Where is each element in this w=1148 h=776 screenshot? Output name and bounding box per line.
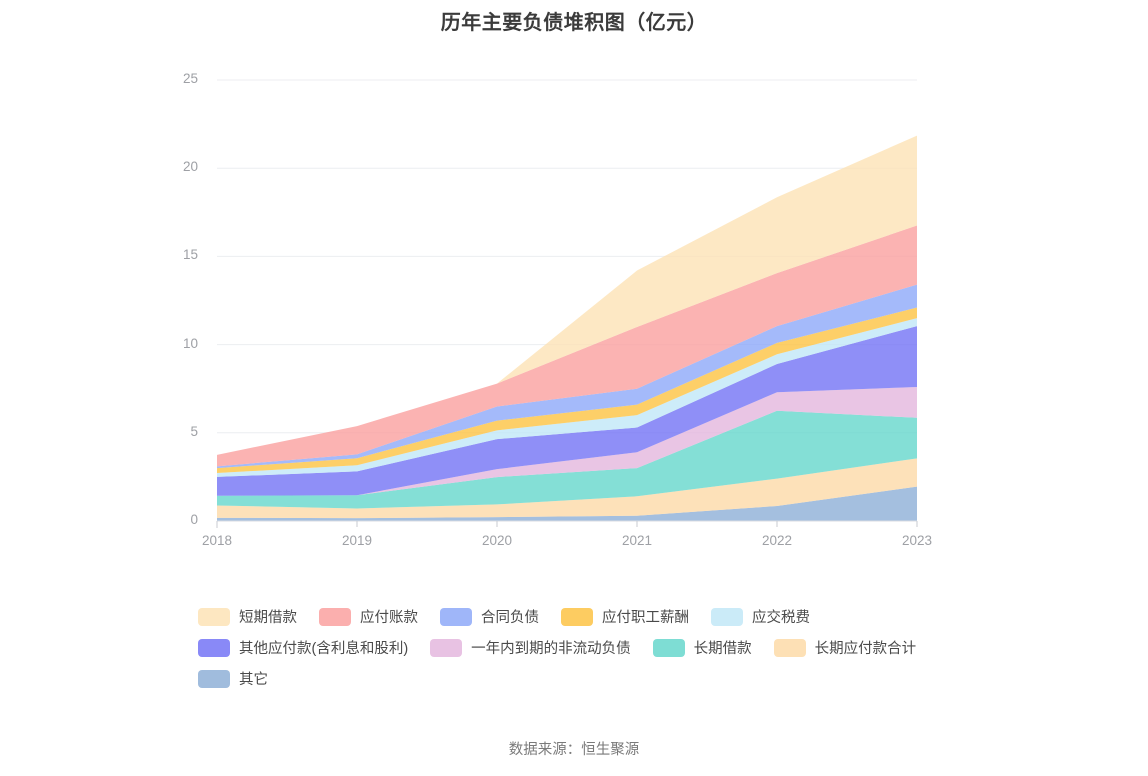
x-axis-tick-label: 2022 — [761, 533, 793, 548]
legend-item-合同负债[interactable]: 合同负债 — [440, 606, 539, 627]
legend-item-label: 短期借款 — [239, 610, 297, 626]
x-axis-tick-label: 2023 — [901, 533, 933, 548]
y-axis-tick-label: 0 — [190, 512, 198, 527]
y-axis-tick-label: 5 — [190, 423, 198, 439]
legend-item-label: 应交税费 — [752, 610, 810, 626]
stacked-area-svg — [216, 79, 918, 528]
legend-row: 其它 — [198, 668, 998, 689]
legend-row: 短期借款 应付账款 合同负债 应付职工薪酬 应交税费 — [198, 606, 998, 627]
legend-item-label: 一年内到期的非流动负债 — [471, 641, 631, 657]
area-series — [217, 135, 917, 455]
legend-swatch-icon — [430, 638, 463, 657]
y-axis-tick-label: 25 — [182, 71, 198, 86]
legend-item-label: 合同负债 — [481, 610, 539, 626]
area-series-group — [217, 135, 917, 521]
legend-item-长期借款[interactable]: 长期借款 — [652, 637, 752, 658]
area-series — [217, 410, 917, 509]
x-axis-tick-label: 2021 — [621, 533, 653, 548]
legend-item-一年内到期的非流动负债[interactable]: 一年内到期的非流动负债 — [430, 637, 631, 658]
area-series — [217, 225, 917, 467]
legend-item-label: 长期应付款合计 — [814, 641, 917, 657]
legend-swatch-icon — [773, 638, 806, 657]
legend-item-长期应付款合计[interactable]: 长期应付款合计 — [773, 637, 917, 658]
y-axis-tick-label: 20 — [182, 159, 198, 175]
data-source-note: 数据来源：恒生聚源 — [508, 742, 640, 758]
x-axis-ticks — [216, 521, 918, 527]
y-axis-tick-label: 15 — [182, 247, 198, 263]
area-series — [217, 386, 917, 496]
legend-swatch-icon — [198, 607, 230, 626]
legend-swatch-icon — [319, 607, 351, 626]
legend-item-其它[interactable]: 其它 — [198, 668, 268, 689]
page-title: 历年主要负债堆积图（亿元） — [440, 12, 708, 34]
legend-item-label: 其它 — [239, 672, 268, 688]
chart-plot-area: 0 5 10 15 20 25 2018 2019 2020 2021 2022 2023 — [0, 60, 1148, 550]
legend-item-短期借款[interactable]: 短期借款 — [198, 606, 297, 627]
legend-swatch-icon — [711, 607, 743, 626]
legend-item-应付职工薪酬[interactable]: 应付职工薪酬 — [561, 606, 689, 627]
legend-item-label: 应付职工薪酬 — [602, 610, 689, 626]
legend-item-label: 长期借款 — [693, 641, 752, 657]
legend-item-应交税费[interactable]: 应交税费 — [711, 606, 810, 627]
area-series — [217, 458, 917, 519]
area-series — [217, 326, 917, 496]
legend-swatch-icon — [198, 638, 230, 657]
legend-item-label: 应付账款 — [360, 610, 418, 626]
x-axis-tick-label: 2020 — [481, 533, 513, 548]
legend-item-label: 其他应付款(含利息和股利) — [239, 641, 409, 657]
area-series — [217, 486, 917, 521]
legend-swatch-icon — [440, 607, 472, 626]
legend-row: 其他应付款(含利息和股利) 一年内到期的非流动负债 长期借款 长期应付款合计 — [198, 637, 998, 658]
y-axis-tick-label: 10 — [182, 335, 198, 351]
x-axis-tick-label: 2018 — [201, 533, 233, 548]
legend-swatch-icon — [198, 669, 230, 688]
chart-legend: 短期借款 应付账款 合同负债 应付职工薪酬 应交税费其他应付款(含利息和股利) 一年内到期… — [198, 606, 998, 699]
legend-item-应付账款[interactable]: 应付账款 — [319, 606, 418, 627]
legend-item-其他应付款(含利息和股利)[interactable]: 其他应付款(含利息和股利) — [198, 637, 408, 658]
x-axis-tick-label: 2019 — [341, 533, 373, 548]
legend-swatch-icon — [652, 638, 685, 657]
legend-swatch-icon — [561, 607, 593, 626]
